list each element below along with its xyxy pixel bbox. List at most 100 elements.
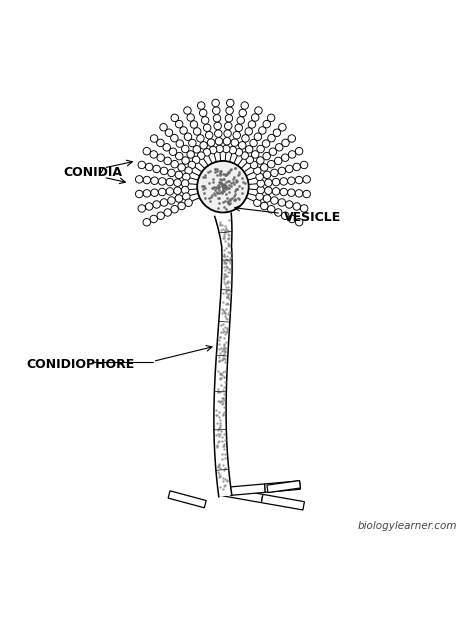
Point (232, 175, 240, 185)
Point (222, 327, 230, 337)
Circle shape (231, 139, 238, 146)
Point (233, 184, 241, 194)
Circle shape (271, 169, 278, 176)
Point (220, 342, 228, 352)
Point (222, 258, 229, 268)
Point (227, 178, 235, 188)
Point (229, 175, 237, 184)
Circle shape (245, 128, 253, 135)
Circle shape (184, 133, 191, 141)
Point (214, 466, 222, 476)
Circle shape (259, 126, 266, 135)
Point (223, 298, 230, 308)
Point (215, 459, 223, 469)
Point (223, 183, 230, 193)
Point (226, 199, 233, 209)
Circle shape (263, 171, 271, 179)
Point (217, 418, 224, 428)
Circle shape (233, 131, 240, 139)
Point (214, 180, 222, 189)
Circle shape (268, 135, 275, 142)
Circle shape (261, 202, 268, 210)
Point (221, 257, 228, 267)
Point (218, 225, 225, 235)
Point (221, 169, 228, 179)
Point (201, 183, 209, 193)
Point (211, 190, 219, 200)
Point (217, 374, 224, 384)
Point (219, 392, 227, 402)
Circle shape (150, 151, 157, 158)
Point (214, 463, 221, 473)
Point (217, 343, 225, 353)
Circle shape (280, 188, 287, 196)
Point (208, 192, 215, 202)
Point (217, 369, 225, 379)
Point (210, 174, 217, 184)
Circle shape (272, 188, 280, 195)
Point (223, 327, 231, 337)
Point (221, 180, 228, 190)
Point (211, 185, 219, 195)
Point (222, 242, 229, 252)
Point (222, 283, 230, 292)
Circle shape (223, 138, 231, 145)
Circle shape (184, 107, 191, 114)
Point (225, 183, 232, 193)
Point (220, 275, 228, 284)
Circle shape (164, 209, 172, 216)
Point (220, 202, 228, 212)
Circle shape (198, 152, 205, 159)
Point (218, 355, 226, 365)
Circle shape (136, 176, 143, 183)
Point (219, 399, 226, 408)
Point (216, 332, 223, 342)
Point (219, 320, 227, 329)
Circle shape (151, 177, 158, 184)
Point (219, 393, 227, 403)
Circle shape (256, 193, 264, 201)
Point (221, 453, 229, 463)
Circle shape (153, 201, 160, 208)
Point (214, 366, 221, 376)
Circle shape (295, 189, 303, 197)
Point (223, 223, 230, 233)
Point (220, 182, 228, 192)
Circle shape (153, 165, 160, 173)
Point (220, 259, 228, 268)
Circle shape (285, 201, 293, 208)
Polygon shape (261, 494, 304, 510)
Point (226, 259, 233, 268)
Circle shape (263, 195, 271, 202)
Circle shape (175, 152, 183, 160)
Point (205, 167, 212, 177)
Point (221, 265, 228, 275)
Point (223, 475, 231, 485)
Point (220, 174, 228, 184)
Circle shape (254, 167, 261, 175)
Circle shape (185, 199, 192, 207)
Point (225, 198, 232, 208)
Circle shape (156, 139, 164, 147)
Point (218, 393, 226, 403)
Point (215, 437, 222, 447)
Circle shape (143, 147, 151, 155)
Circle shape (169, 148, 177, 155)
Point (223, 170, 231, 180)
Point (225, 233, 232, 243)
Point (213, 186, 221, 196)
Point (214, 387, 222, 397)
Circle shape (176, 140, 183, 147)
Point (217, 422, 224, 432)
Circle shape (210, 146, 217, 154)
Point (216, 415, 224, 425)
Point (227, 267, 234, 277)
Point (231, 163, 238, 173)
Point (220, 197, 228, 207)
Point (219, 180, 227, 190)
Point (216, 194, 223, 204)
Point (210, 188, 218, 198)
Circle shape (203, 149, 210, 156)
Point (220, 306, 228, 316)
Point (216, 396, 223, 406)
